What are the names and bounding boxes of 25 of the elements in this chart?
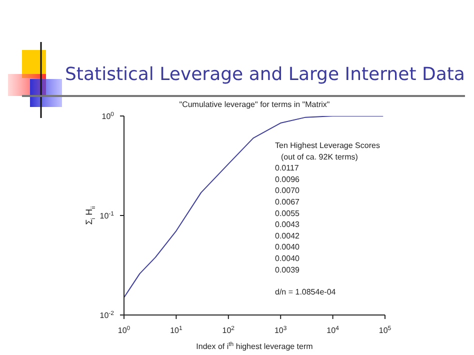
annotation: 0.0039: [275, 265, 300, 274]
chart-subtitle: "Cumulative leverage" for terms in "Matrix": [179, 100, 330, 109]
annotation: 0.0040: [275, 242, 300, 252]
annotation: 0.0070: [275, 186, 300, 196]
annotation: d/n = 1.0854e-04: [275, 288, 336, 297]
annotation: 0.0117: [275, 164, 300, 173]
y-tick-label: 10$^{-1}$: [100, 210, 115, 220]
annotation: Ten Highest Leverage Scores: [275, 141, 380, 150]
annotation: 0.0040: [275, 254, 300, 263]
annotation: 0.0055: [275, 208, 300, 218]
x-tick-label: 10$^{0}$: [118, 325, 131, 335]
annotation: 0.0043: [275, 220, 300, 230]
x-tick-label: 10$^{4}$: [326, 325, 340, 335]
x-axis-title: Index of i$^{th}$ highest leverage term: [196, 341, 314, 351]
y-tick-label: 10$^{-2}$: [100, 310, 115, 320]
x-tick-label: 10$^{1}$: [170, 325, 183, 335]
annotation: (out of ca. 92K terms): [281, 152, 358, 162]
annotation: 0.0096: [275, 174, 300, 184]
x-tick-label: 10$^{5}$: [378, 325, 392, 335]
y-tick-label: 10$^{0}$: [102, 111, 115, 121]
x-tick-label: 10$^{2}$: [222, 325, 236, 335]
annotation: 0.0067: [275, 198, 300, 206]
chart-title: Statistical Leverage and Large Internet Data: [65, 64, 465, 85]
annotation: 0.0042: [275, 231, 300, 240]
x-tick-label: 10$^{3}$: [274, 325, 288, 335]
